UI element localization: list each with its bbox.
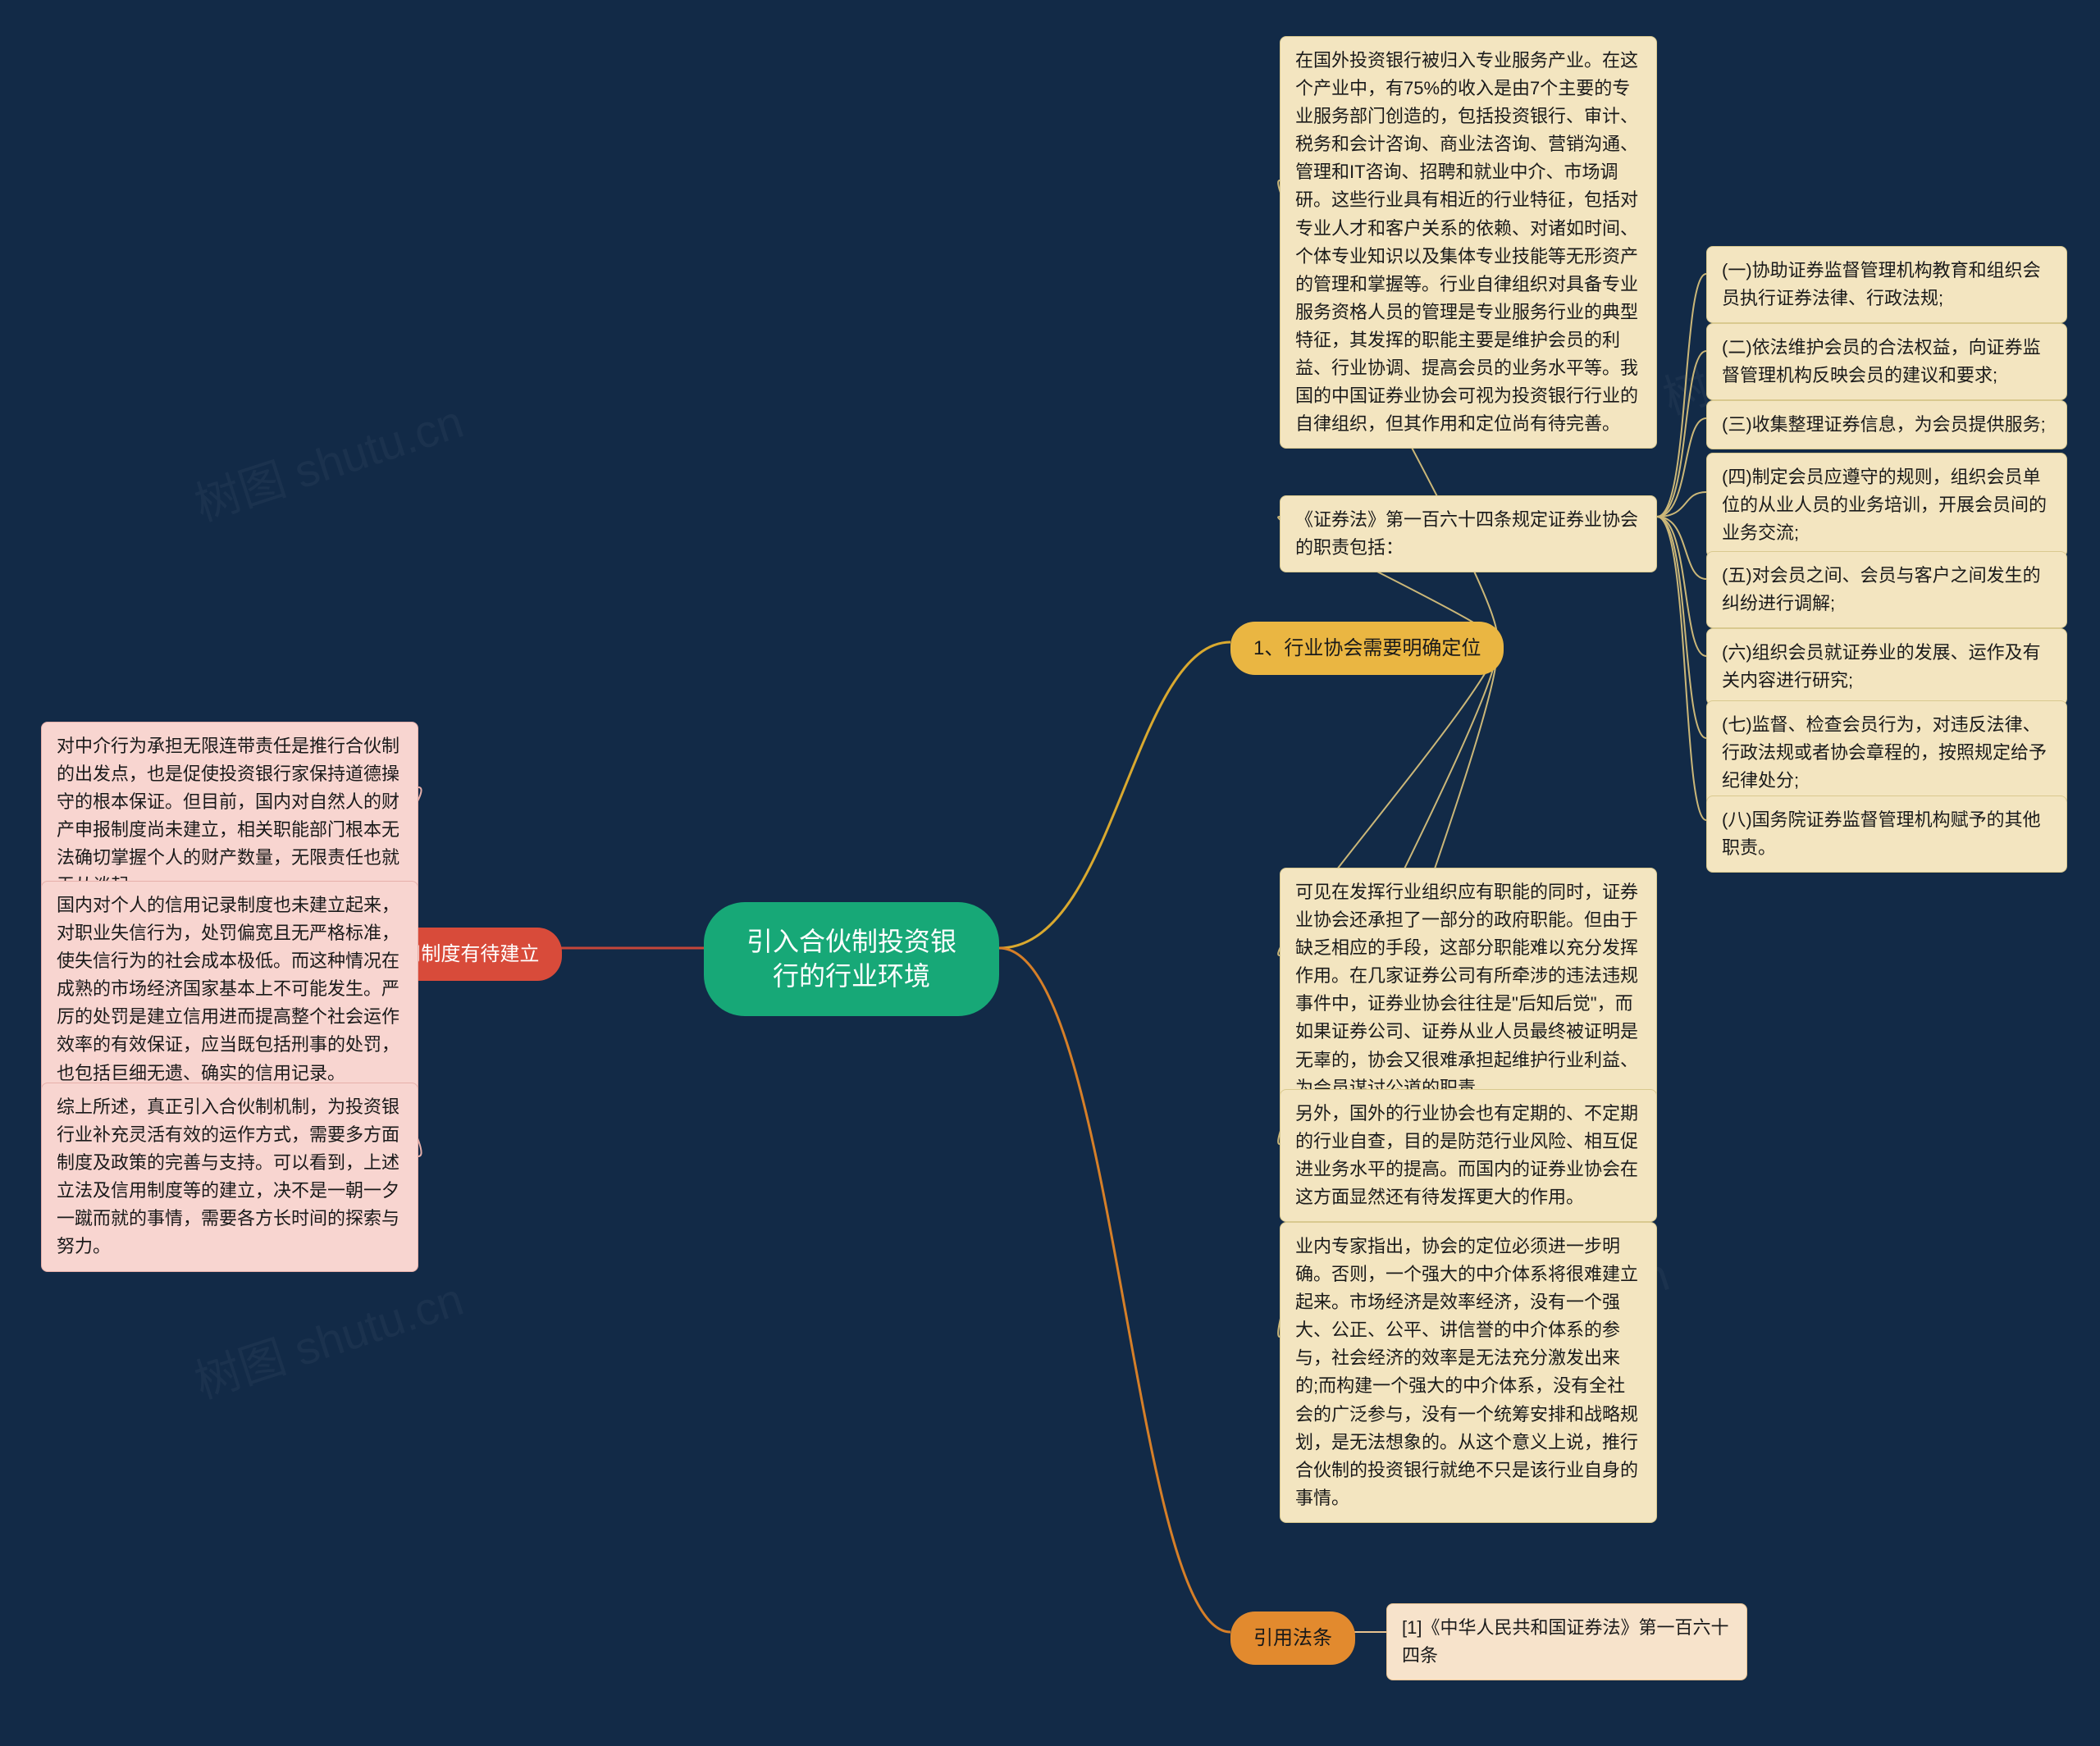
branch-references[interactable]: 引用法条 [1230,1612,1355,1665]
law-item-4: (四)制定会员应遵守的规则，组织会员单位的从业人员的业务培训，开展会员间的业务交… [1706,453,2067,558]
law-item-8: (八)国务院证券监督管理机构赋予的其他职责。 [1706,796,2067,873]
law-item-1: (一)协助证券监督管理机构教育和组织会员执行证券法律、行政法规; [1706,246,2067,323]
branch1-leaf-law-heading: 《证券法》第一百六十四条规定证券业协会的职责包括： [1280,495,1657,572]
law-item-5: (五)对会员之间、会员与客户之间发生的纠纷进行调解; [1706,551,2067,628]
branch1-leaf-expert: 业内专家指出，协会的定位必须进一步明确。否则，一个强大的中介体系将很难建立起来。… [1280,1222,1657,1523]
law-item-2: (二)依法维护会员的合法权益，向证券监督管理机构反映会员的建议和要求; [1706,323,2067,400]
law-item-7: (七)监督、检查会员行为，对违反法律、行政法规或者协会章程的，按照规定给予纪律处… [1706,700,2067,805]
watermark: 树图 shutu.cn [185,1263,471,1412]
branch2-leaf-credit-record: 国内对个人的信用记录制度也未建立起来，对职业失信行为，处罚偏宽且无严格标准，使失… [41,881,418,1098]
root-node[interactable]: 引入合伙制投资银行的行业环境 [704,902,999,1016]
watermark: 树图 shutu.cn [185,385,471,535]
branch1-leaf-overview: 在国外投资银行被归入专业服务产业。在这个产业中，有75%的收入是由7个主要的专业… [1280,36,1657,449]
law-item-3: (三)收集整理证券信息，为会员提供服务; [1706,400,2067,449]
branch3-leaf-citation: [1]《中华人民共和国证券法》第一百六十四条 [1386,1603,1747,1680]
branch2-leaf-summary: 综上所述，真正引入合伙制机制，为投资银行业补充灵活有效的运作方式，需要多方面制度… [41,1083,418,1272]
branch-industry-association[interactable]: 1、行业协会需要明确定位 [1230,622,1504,675]
law-item-6: (六)组织会员就证券业的发展、运作及有关内容进行研究; [1706,628,2067,705]
branch1-leaf-visible: 可见在发挥行业组织应有职能的同时，证券业协会还承担了一部分的政府职能。但由于缺乏… [1280,868,1657,1113]
branch1-leaf-foreign: 另外，国外的行业协会也有定期的、不定期的行业自查，目的是防范行业风险、相互促进业… [1280,1089,1657,1222]
